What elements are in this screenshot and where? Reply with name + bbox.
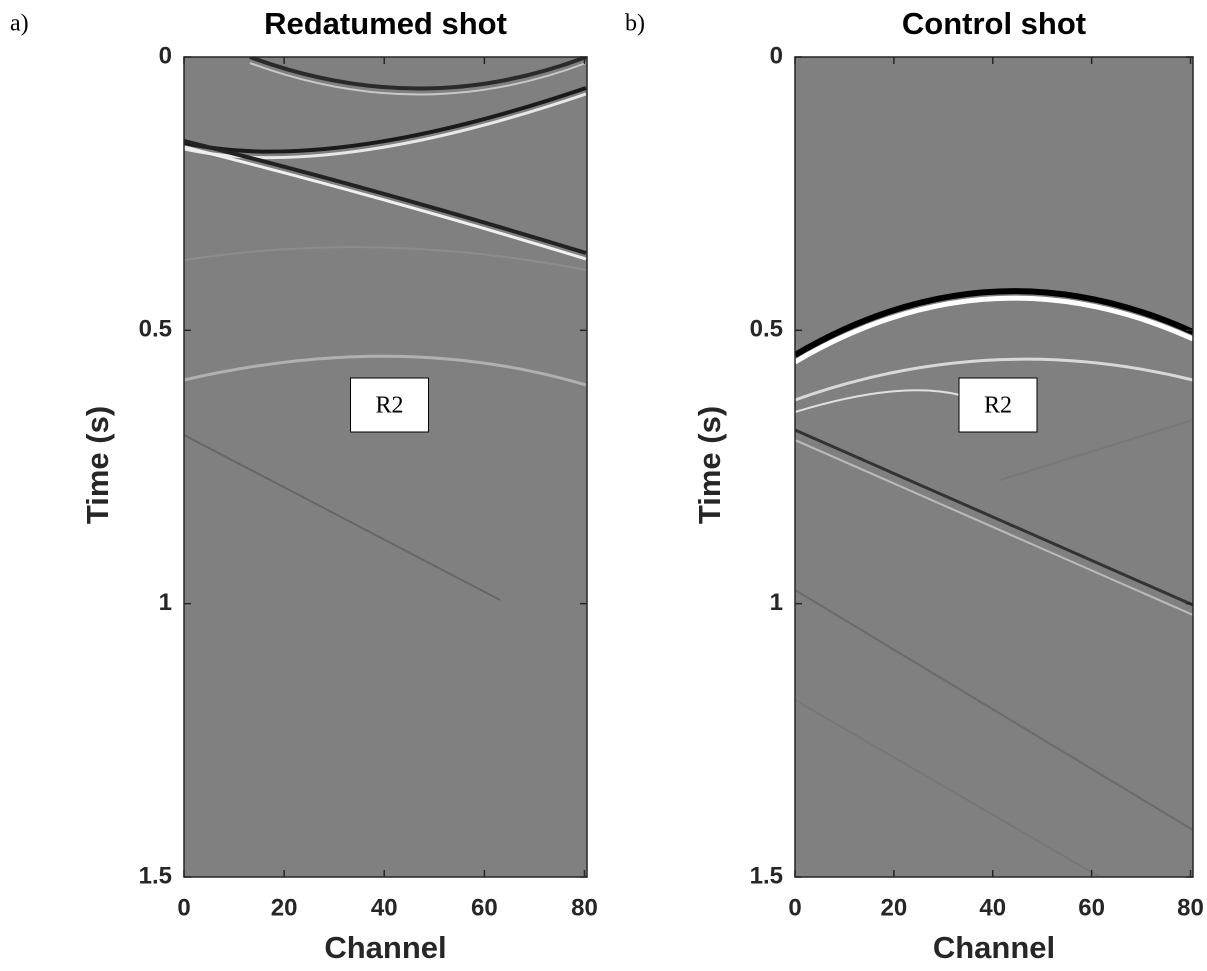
- x-axis-label: Channel: [324, 930, 446, 965]
- event: [795, 357, 1193, 402]
- axes-frame: [183, 56, 588, 878]
- annotation: R2: [375, 393, 403, 419]
- event: [184, 246, 587, 271]
- event: [184, 354, 587, 387]
- event: [184, 145, 587, 261]
- event: [249, 62, 587, 96]
- x-tick-label: 20: [881, 894, 908, 921]
- event: [795, 428, 1193, 607]
- event: [795, 699, 1101, 877]
- event: [249, 57, 587, 91]
- event: [795, 389, 961, 413]
- chart-title: Redatumed shot: [264, 6, 507, 41]
- event: [795, 295, 1193, 365]
- event: [795, 439, 1193, 616]
- y-tick-label: 0: [770, 42, 783, 69]
- x-tick-label: 60: [471, 894, 498, 921]
- annotation-box: [350, 377, 429, 433]
- annotation: R2: [984, 393, 1012, 419]
- event: [184, 92, 587, 160]
- x-tick-label: 0: [177, 894, 190, 921]
- chart-title: Control shot: [902, 6, 1086, 41]
- event: [795, 288, 1193, 358]
- event: [184, 434, 501, 601]
- x-tick-label: 60: [1078, 894, 1105, 921]
- y-tick-label: 0: [159, 42, 172, 69]
- panel-label: b): [625, 11, 645, 37]
- x-tick-label: 40: [371, 894, 398, 921]
- x-tick-label: 0: [788, 894, 801, 921]
- x-tick-label: 40: [979, 894, 1006, 921]
- event: [795, 589, 1193, 831]
- y-tick-label: 1.5: [750, 862, 783, 889]
- x-tick-label: 80: [571, 894, 598, 921]
- event: [999, 419, 1193, 481]
- panel-label: a): [10, 11, 29, 37]
- y-axis-label: Time (s): [692, 406, 727, 524]
- seismic-events: [184, 57, 587, 601]
- annotation-box: [958, 377, 1038, 433]
- x-tick-label: 80: [1177, 894, 1204, 921]
- event: [184, 139, 587, 255]
- y-tick-label: 0.5: [750, 316, 783, 343]
- y-tick-label: 0.5: [139, 316, 172, 343]
- x-axis-label: Channel: [933, 930, 1055, 965]
- y-axis-label: Time (s): [80, 406, 115, 524]
- seismic-events: [795, 288, 1193, 877]
- y-tick-label: 1.5: [139, 862, 172, 889]
- x-tick-label: 20: [271, 894, 298, 921]
- y-tick-label: 1: [159, 589, 172, 616]
- axes-frame: [794, 56, 1194, 878]
- y-tick-label: 1: [770, 589, 783, 616]
- image-background: [795, 57, 1193, 877]
